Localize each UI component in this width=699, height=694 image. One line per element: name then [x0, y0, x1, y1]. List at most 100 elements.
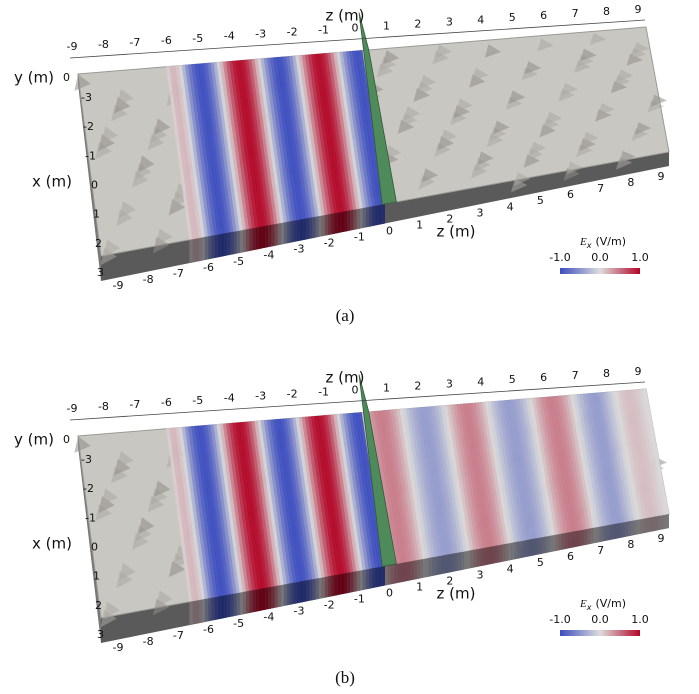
top-tick-label: 5: [509, 373, 516, 386]
field-stripe-side: [398, 563, 401, 583]
bottom-tick-label: -7: [173, 629, 184, 642]
field-stripe-side: [193, 601, 196, 625]
top-tick-label: 4: [477, 375, 484, 388]
field-stripe-side: [653, 516, 656, 531]
field-stripe-side: [489, 546, 492, 564]
field-stripe-side: [281, 223, 284, 245]
field-stripe-side: [524, 540, 527, 557]
field-stripe-side: [328, 214, 331, 235]
bottom-tick-label: -8: [143, 635, 154, 648]
colorbar-tick-label: 0.0: [591, 613, 609, 626]
field-stripe-side: [461, 552, 464, 571]
bottom-tick-label: -2: [324, 237, 335, 250]
colorbar-tick-label: -1.0: [549, 613, 570, 626]
field-stripe-side: [259, 589, 262, 612]
x-tick-label: 3: [97, 628, 104, 641]
field-stripe-side: [256, 227, 259, 250]
field-stripe-side: [265, 587, 268, 609]
colorbar-title: Ex(V/m): [579, 597, 626, 612]
top-tick-label: -4: [224, 30, 235, 43]
field-stripe-side: [612, 524, 615, 540]
field-stripe-side: [341, 212, 344, 233]
x-tick-label: 1: [93, 570, 100, 583]
top-tick-label: -2: [287, 26, 298, 39]
field-stripe-side: [312, 217, 315, 239]
field-stripe-side: [637, 519, 640, 534]
bottom-tick-label: -7: [173, 267, 184, 280]
bottom-tick-label: 9: [658, 170, 665, 183]
top-tick-label: 8: [603, 5, 610, 18]
field-stripe-side: [404, 562, 407, 582]
field-stripe-side: [205, 236, 208, 260]
field-stripe-side: [495, 545, 498, 563]
y-tick-label: 0: [63, 71, 70, 84]
y-tick-label: 0: [63, 433, 70, 446]
top-tick-label: -9: [67, 402, 78, 415]
field-stripe-side: [312, 579, 315, 601]
bottom-tick-label: 7: [597, 544, 604, 557]
field-stripe-side: [211, 597, 214, 620]
top-tick-label: -4: [224, 392, 235, 405]
field-stripe-side: [360, 570, 363, 591]
field-stripe-side: [552, 535, 555, 552]
field-stripe-side: [590, 528, 593, 544]
field-stripe-side: [319, 578, 322, 599]
field-stripe-side: [319, 216, 322, 237]
field-stripe-side: [360, 208, 363, 229]
x-tick-label: -2: [83, 120, 94, 133]
top-tick-label: 6: [540, 371, 547, 384]
field-stripe-side: [240, 230, 243, 253]
top-tick-label: 2: [414, 17, 421, 30]
field-stripe-side: [369, 206, 372, 226]
field-stripe-side: [660, 515, 663, 530]
field-stripe-side: [316, 578, 319, 600]
field-stripe-side: [647, 518, 650, 533]
bottom-tick-label: -2: [324, 599, 335, 612]
field-stripe-side: [663, 515, 666, 530]
top-tick-label: -2: [287, 388, 298, 401]
field-stripe-side: [407, 561, 410, 581]
field-stripe-side: [278, 585, 281, 607]
top-tick-label: -1: [318, 386, 329, 399]
field-stripe-side: [227, 594, 230, 617]
field-stripe-side: [249, 590, 252, 613]
field-stripe-side: [205, 598, 208, 622]
field-stripe-side: [338, 212, 341, 233]
field-stripe-side: [347, 210, 350, 231]
field-stripe-side: [199, 600, 202, 624]
x-tick-label: -3: [81, 91, 92, 104]
field-stripe-side: [275, 586, 278, 608]
field-stripe-side: [619, 523, 622, 539]
bottom-tick-label: 6: [567, 188, 574, 201]
bottom-tick-label: 1: [416, 580, 423, 593]
field-stripe-side: [353, 571, 356, 592]
field-stripe-side: [259, 227, 262, 250]
field-stripe-side: [518, 541, 521, 559]
field-stripe-side: [215, 597, 218, 620]
field-stripe-side: [243, 591, 246, 614]
field-stripe-side: [511, 542, 514, 560]
top-tick-label: -5: [192, 32, 203, 45]
x-axis-label: x (m): [32, 173, 72, 191]
field-stripe-side: [508, 543, 511, 561]
field-stripe-side: [641, 519, 644, 534]
field-stripe-side: [442, 555, 445, 574]
field-stripe-side: [350, 572, 353, 593]
field-stripe-side: [571, 531, 574, 548]
field-stripe-side: [309, 217, 312, 239]
field-stripe-side: [357, 209, 360, 230]
field-stripe-side: [341, 574, 344, 595]
field-stripe-side: [634, 520, 637, 535]
field-stripe-side: [262, 226, 265, 248]
bottom-tick-label: 5: [537, 556, 544, 569]
bottom-tick-label: 0: [386, 587, 393, 600]
field-stripe-side: [391, 564, 394, 584]
field-stripe-side: [202, 237, 205, 261]
field-stripe-side: [366, 569, 369, 589]
field-stripe-side: [221, 596, 224, 619]
bottom-tick-label: -9: [113, 641, 124, 654]
field-stripe-side: [240, 592, 243, 615]
field-stripe-side: [335, 213, 338, 234]
caption: (b): [335, 668, 355, 687]
field-stripe-side: [593, 527, 596, 543]
